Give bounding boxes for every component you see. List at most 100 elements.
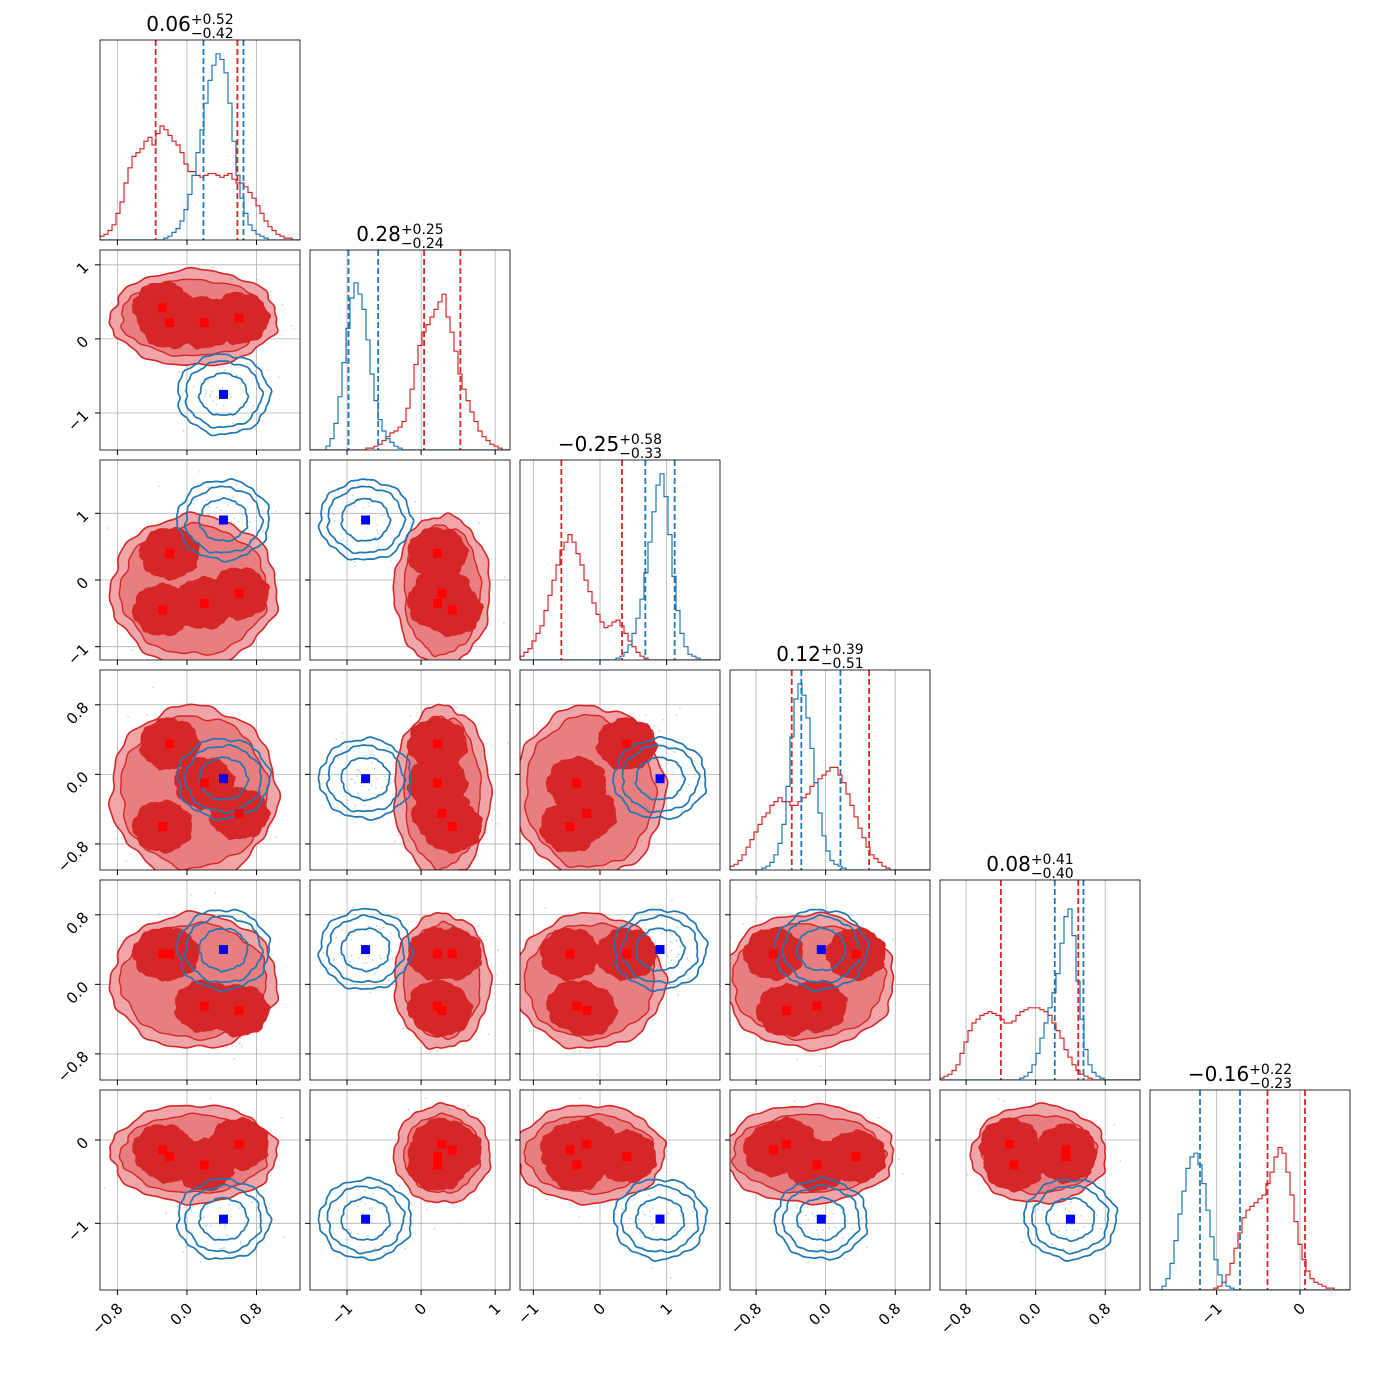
sample-point bbox=[807, 1261, 810, 1263]
sample-point bbox=[378, 796, 381, 799]
marker-red bbox=[1061, 1145, 1071, 1155]
sample-point bbox=[257, 1226, 260, 1229]
sample-point bbox=[1071, 1223, 1074, 1226]
marker-blue bbox=[655, 945, 665, 955]
sample-point bbox=[365, 962, 368, 965]
sample-point bbox=[683, 1228, 686, 1231]
sample-point bbox=[652, 1229, 655, 1231]
sample-point bbox=[427, 1202, 429, 1204]
panel-5-3: −0.8 0.0 0.8 bbox=[725, 1089, 931, 1338]
sample-point bbox=[125, 860, 128, 863]
sample-point bbox=[483, 1120, 486, 1122]
marker-blue bbox=[1065, 1214, 1075, 1224]
sample-point bbox=[221, 1247, 223, 1250]
panel-title: −0.16+0.22 bbox=[1188, 1062, 1292, 1086]
sample-point bbox=[110, 301, 113, 304]
sample-point bbox=[506, 741, 509, 744]
sample-point bbox=[667, 771, 670, 773]
sample-point bbox=[633, 1198, 635, 1201]
sample-point bbox=[366, 526, 368, 529]
sample-point bbox=[207, 513, 210, 516]
sample-point bbox=[1021, 1241, 1024, 1243]
sample-point bbox=[686, 956, 689, 959]
sample-point bbox=[391, 958, 393, 960]
x-tick-label: 0 bbox=[1290, 1300, 1309, 1319]
sample-point bbox=[362, 962, 365, 964]
sample-point bbox=[356, 768, 359, 771]
sample-point bbox=[239, 512, 241, 515]
sample-point bbox=[219, 1206, 221, 1209]
sample-point bbox=[364, 797, 366, 800]
sample-point bbox=[666, 955, 669, 957]
sample-point bbox=[497, 823, 499, 825]
sample-point bbox=[223, 1247, 225, 1249]
sample-point bbox=[669, 940, 672, 943]
sample-point bbox=[1065, 1236, 1068, 1239]
contour-blue-0 bbox=[773, 1176, 869, 1261]
contour-blue-2 bbox=[198, 497, 249, 543]
contour-blue-0 bbox=[1023, 1178, 1119, 1262]
sample-point bbox=[579, 1050, 581, 1053]
sample-point bbox=[263, 1241, 265, 1243]
panel-5-1: −1 0 1 bbox=[305, 1089, 511, 1328]
panel-title: 0.28+0.25 bbox=[356, 222, 443, 246]
title-plus: +0.22 bbox=[1249, 1062, 1292, 1078]
sample-point bbox=[847, 1232, 850, 1235]
marker-red bbox=[437, 1139, 447, 1149]
sample-point bbox=[361, 1212, 364, 1215]
sample-point bbox=[293, 328, 296, 331]
marker-blue bbox=[816, 1214, 826, 1224]
sample-point bbox=[384, 1191, 387, 1193]
sample-point bbox=[358, 747, 361, 749]
sample-point bbox=[358, 957, 360, 959]
sample-point bbox=[378, 954, 381, 957]
sample-point bbox=[651, 1267, 654, 1269]
y-tick-label: 1 bbox=[73, 258, 92, 277]
panel-frame bbox=[519, 1089, 721, 1291]
panel-title: 0.12+0.39 bbox=[776, 642, 863, 666]
sample-point bbox=[226, 1234, 229, 1237]
marker-blue bbox=[361, 774, 371, 784]
marker-red bbox=[432, 598, 442, 608]
marker-red bbox=[447, 949, 457, 959]
marker-red bbox=[158, 949, 168, 959]
title-minus: −0.40 bbox=[1031, 866, 1074, 882]
sample-point bbox=[356, 775, 358, 778]
sample-point bbox=[377, 546, 380, 549]
sample-point bbox=[207, 486, 209, 489]
sample-point bbox=[275, 836, 278, 838]
x-tick-label: 0.8 bbox=[1085, 1300, 1115, 1330]
sample-point bbox=[390, 950, 393, 952]
contour-blue-0 bbox=[612, 735, 708, 821]
sample-point bbox=[371, 750, 374, 752]
sample-point bbox=[429, 1050, 432, 1053]
panel-4-3 bbox=[725, 879, 931, 1085]
sample-point bbox=[674, 751, 676, 754]
sample-point bbox=[639, 1232, 641, 1234]
title-median: 0.06 bbox=[146, 12, 191, 36]
sample-point bbox=[667, 1212, 670, 1215]
marker-red bbox=[851, 949, 861, 959]
panel-5-5: −0.16+0.22−0.23 −1 0 bbox=[1149, 1062, 1351, 1328]
sample-point bbox=[367, 926, 370, 928]
title-minus: −0.23 bbox=[1249, 1076, 1292, 1092]
sample-point bbox=[409, 714, 412, 717]
panel-plot-area bbox=[100, 1090, 300, 1290]
sample-point bbox=[209, 1097, 212, 1100]
sample-point bbox=[382, 926, 385, 929]
sample-point bbox=[358, 769, 360, 772]
sample-point bbox=[811, 1212, 814, 1214]
sample-point bbox=[356, 1205, 359, 1208]
sample-point bbox=[1062, 1247, 1065, 1250]
sample-point bbox=[819, 1065, 822, 1067]
x-tick-label: 1 bbox=[485, 1300, 504, 1319]
sample-point bbox=[842, 1237, 844, 1239]
sample-point bbox=[233, 1058, 236, 1060]
sample-point bbox=[688, 784, 690, 786]
sample-point bbox=[359, 771, 362, 774]
marker-red bbox=[234, 313, 244, 323]
sample-point bbox=[352, 494, 354, 497]
sample-point bbox=[350, 938, 353, 941]
marker-red bbox=[432, 739, 442, 749]
marker-red bbox=[199, 1001, 209, 1011]
